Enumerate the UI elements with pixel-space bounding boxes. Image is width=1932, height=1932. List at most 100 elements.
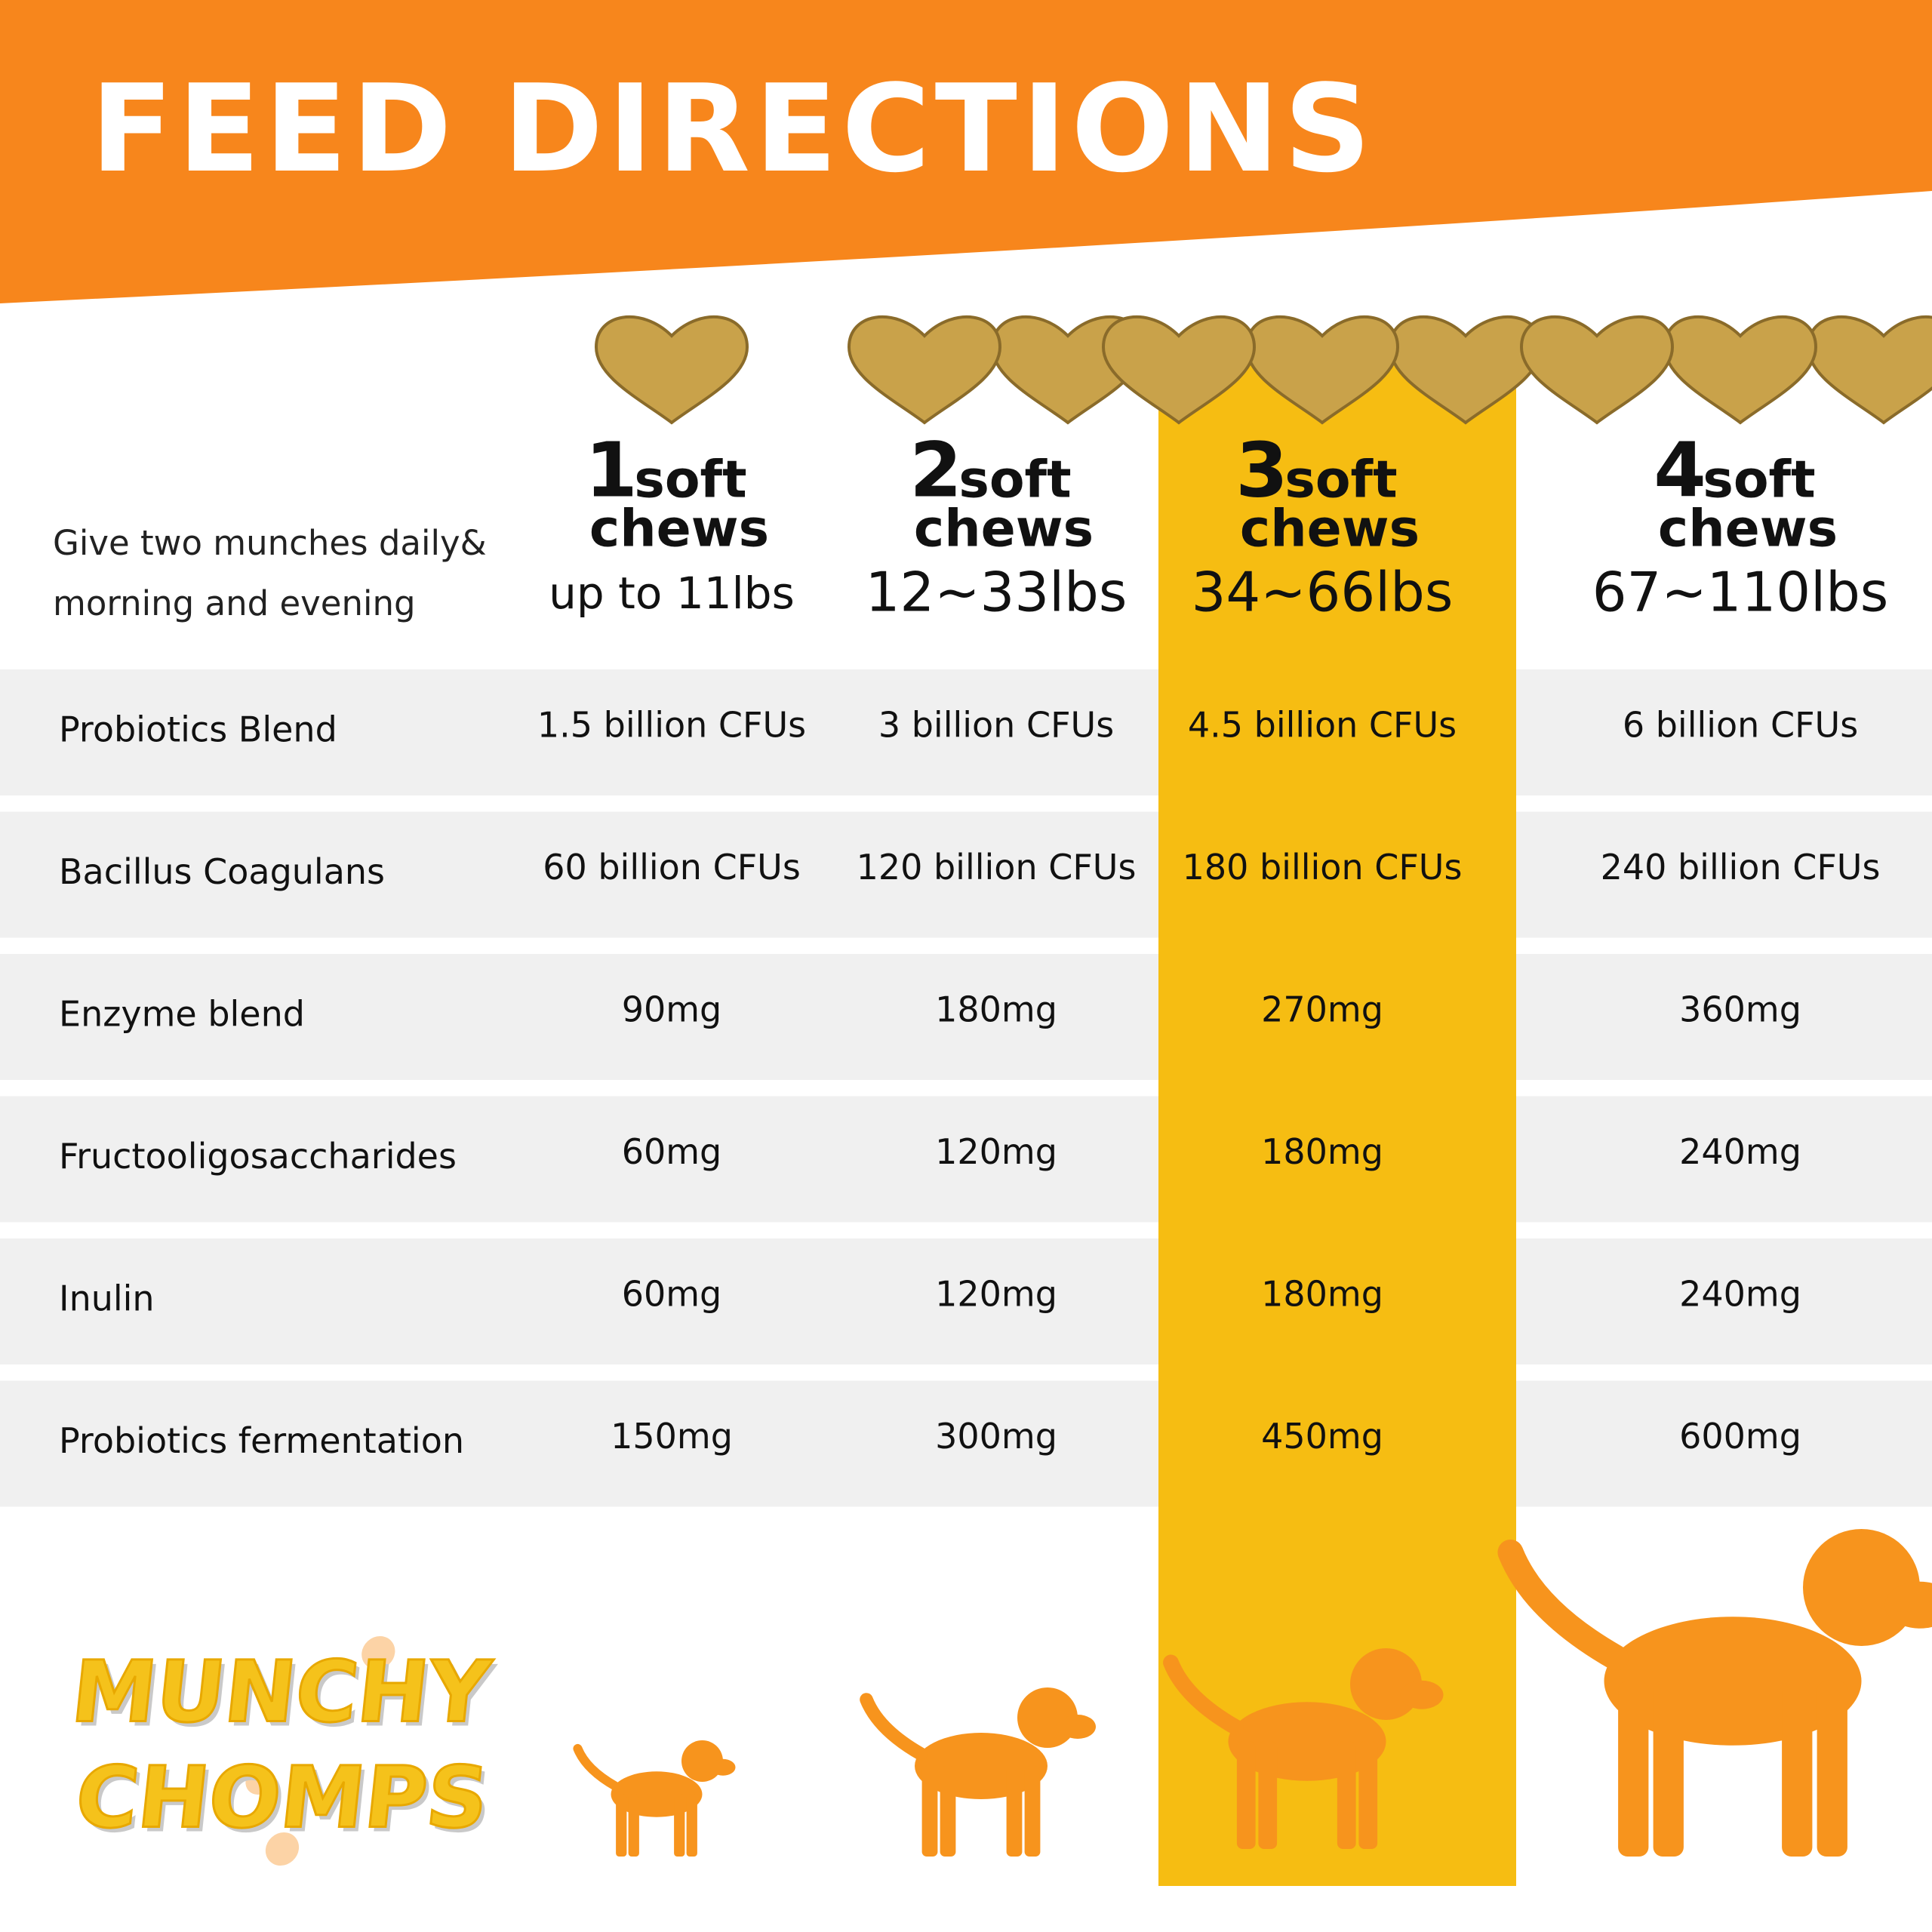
- row-value: 6 billion CFUs: [1623, 705, 1858, 746]
- dog-silhouette: [573, 1740, 736, 1857]
- dog-leg: [1653, 1681, 1684, 1857]
- chew-unit: soft: [1284, 451, 1397, 510]
- dog-tail: [573, 1743, 620, 1791]
- row-value: 600mg: [1679, 1416, 1801, 1457]
- dog-leg: [1258, 1741, 1278, 1849]
- dog-leg: [1817, 1681, 1847, 1857]
- row-value: 60mg: [622, 1274, 722, 1315]
- intro-line: morning and evening: [53, 583, 416, 623]
- title: FEED DIRECTIONS: [91, 58, 1376, 199]
- chew-image: [1519, 315, 1675, 425]
- row-value: 300mg: [935, 1416, 1057, 1457]
- paw: [361, 1636, 395, 1669]
- chew-word: chews: [1658, 500, 1838, 559]
- row-value: 60mg: [622, 1131, 722, 1172]
- chew-image: [1388, 315, 1543, 425]
- row-label: Inulin: [59, 1278, 155, 1319]
- dog-leg: [1236, 1741, 1256, 1849]
- weight-range: 12~33lbs: [866, 561, 1128, 624]
- chew-count: 4: [1654, 426, 1706, 514]
- dog-leg: [1358, 1741, 1378, 1849]
- chew-count: 1: [585, 426, 638, 514]
- chew-count: 3: [1235, 426, 1288, 514]
- row-value: 240 billion CFUs: [1601, 847, 1881, 888]
- dog-tail: [1497, 1539, 1629, 1671]
- weight-range: 34~66lbs: [1192, 561, 1454, 624]
- dog-tail: [860, 1693, 928, 1761]
- paw: [265, 1832, 300, 1866]
- row-value: 1.5 billion CFUs: [537, 705, 806, 746]
- brand-word: MUNCHY: [67, 1644, 496, 1742]
- row-value: 120mg: [935, 1131, 1057, 1172]
- row-value: 360mg: [1679, 989, 1801, 1030]
- chew-unit: soft: [1703, 451, 1815, 510]
- row-label: Bacillus Coagulans: [59, 851, 385, 892]
- chew-image: [847, 315, 1002, 425]
- dog-snout: [1060, 1715, 1096, 1739]
- row-label: Probiotics Blend: [59, 709, 337, 750]
- row-value: 180 billion CFUs: [1183, 847, 1463, 888]
- row-band: [0, 954, 1932, 1080]
- chew-unit: soft: [634, 451, 746, 510]
- row-band: [0, 1238, 1932, 1364]
- row-value: 240mg: [1679, 1274, 1801, 1315]
- brand-shadow: CHOMPS: [75, 1754, 497, 1852]
- brand-word: CHOMPS: [71, 1749, 493, 1847]
- dog-snout: [710, 1758, 736, 1776]
- row-value: 120mg: [935, 1274, 1057, 1315]
- dog-leg: [616, 1794, 627, 1857]
- dog-silhouette: [1497, 1529, 1932, 1857]
- dog-leg: [1618, 1681, 1649, 1857]
- chew-image: [1663, 315, 1818, 425]
- row-band: [0, 1380, 1932, 1507]
- dog-silhouette: [1163, 1648, 1444, 1849]
- chew-word: chews: [589, 500, 769, 559]
- dog-leg: [1782, 1681, 1813, 1857]
- dog-leg: [1337, 1741, 1356, 1849]
- dog-snout: [1400, 1680, 1444, 1709]
- row-band: [0, 811, 1932, 938]
- dog-snout: [1884, 1581, 1932, 1629]
- row-value: 4.5 billion CFUs: [1188, 705, 1457, 746]
- row-label: Enzyme blend: [59, 994, 305, 1035]
- chew-image: [594, 315, 749, 425]
- row-value: 450mg: [1261, 1416, 1383, 1457]
- dog-tail: [1163, 1654, 1244, 1735]
- row-label: Probiotics fermentation: [59, 1420, 464, 1461]
- dog-leg: [686, 1794, 697, 1857]
- chew-count: 2: [909, 426, 962, 514]
- chew-unit: soft: [958, 451, 1071, 510]
- chew-image: [1806, 315, 1932, 425]
- chew-image: [1244, 315, 1400, 425]
- weight-range: up to 11lbs: [549, 568, 795, 619]
- chew-word: chews: [1240, 500, 1420, 559]
- row-band: [0, 669, 1932, 795]
- dog-silhouette: [860, 1687, 1096, 1857]
- weight-range: 67~110lbs: [1592, 561, 1889, 624]
- table: [0, 669, 1932, 1507]
- chew-word: chews: [914, 500, 1094, 559]
- dog-leg: [674, 1794, 685, 1857]
- row-value: 150mg: [611, 1416, 733, 1457]
- dog-leg: [921, 1766, 938, 1857]
- brand-shadow: MUNCHY: [71, 1648, 500, 1746]
- intro-line: Give two munches daily&: [53, 523, 487, 563]
- row-value: 60 billion CFUs: [543, 847, 801, 888]
- row-label: Fructooligosaccharides: [59, 1136, 457, 1177]
- dog-leg: [1024, 1766, 1041, 1857]
- row-value: 180mg: [935, 989, 1057, 1030]
- row-value: 180mg: [1261, 1274, 1383, 1315]
- highlight-column: [1158, 360, 1516, 1886]
- paw: [245, 1767, 273, 1795]
- dog-leg: [1006, 1766, 1023, 1857]
- dog-leg: [940, 1766, 956, 1857]
- row-value: 120 billion CFUs: [857, 847, 1137, 888]
- row-value: 240mg: [1679, 1131, 1801, 1172]
- row-value: 3 billion CFUs: [878, 705, 1114, 746]
- brand-logo: MUNCHY MUNCHY CHOMPS CHOMPS: [66, 1636, 500, 1866]
- row-value: 270mg: [1261, 989, 1383, 1030]
- header-band: [0, 0, 1932, 303]
- row-value: 180mg: [1261, 1131, 1383, 1172]
